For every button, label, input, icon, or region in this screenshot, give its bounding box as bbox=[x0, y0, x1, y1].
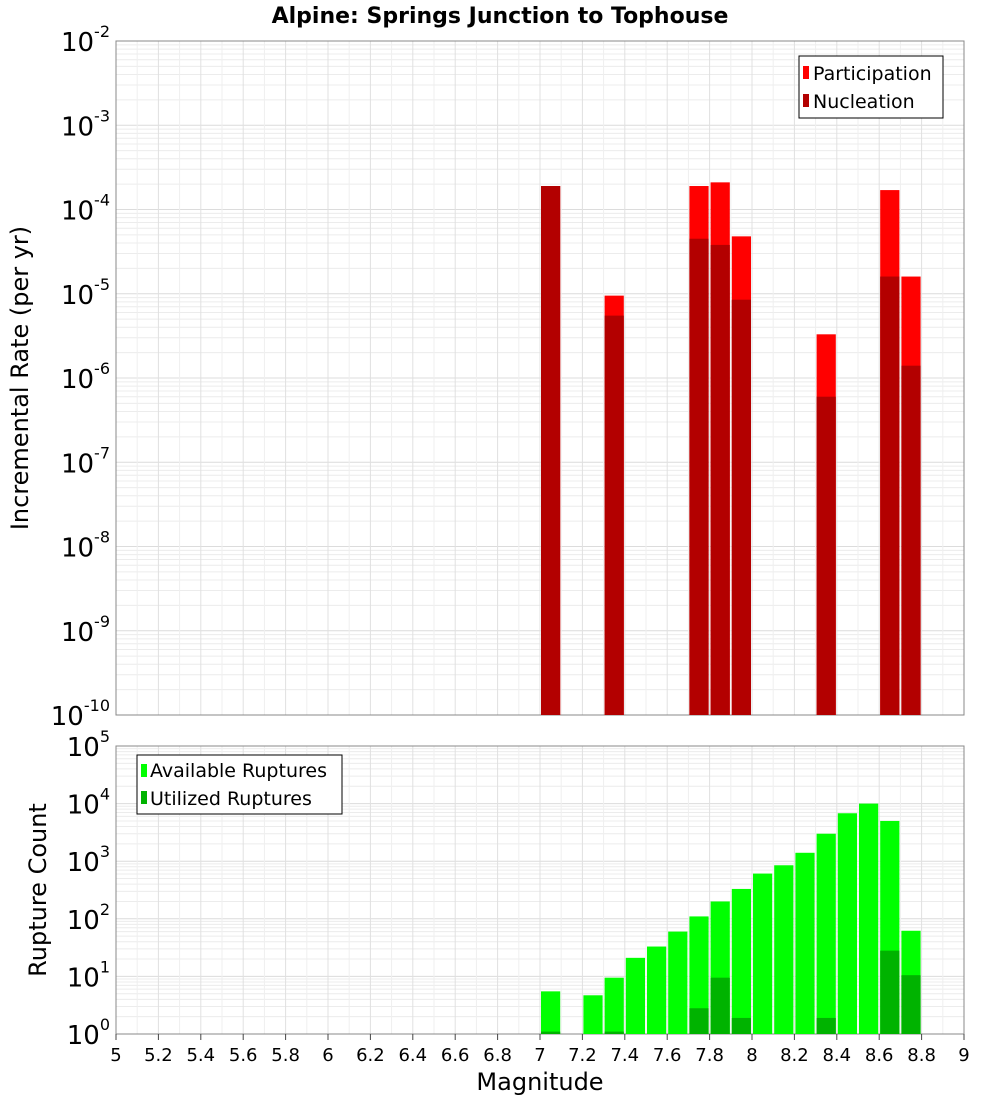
bottom-bar-available-ruptures bbox=[731, 888, 751, 1034]
top-bar-nucleation bbox=[604, 315, 624, 715]
top-bar-nucleation bbox=[901, 365, 921, 715]
top-bar-nucleation bbox=[710, 244, 730, 715]
bottom-ytick-label: 102 bbox=[67, 900, 110, 936]
bottom-legend: Available Ruptures Utilized Ruptures bbox=[136, 754, 343, 815]
bottom-bar-utilized-ruptures bbox=[689, 1008, 709, 1034]
x-tick-label: 8.6 bbox=[865, 1045, 894, 1066]
x-tick-label: 6.6 bbox=[441, 1045, 470, 1066]
top-bar-nucleation bbox=[689, 238, 709, 715]
top-y-ticks: 10-10 10-9 10-8 10-7 10-6 10-5 10-4 10-3 10-2 bbox=[51, 22, 110, 732]
bottom-bar-utilized-ruptures bbox=[541, 1031, 561, 1034]
top-ytick-label: 10-10 bbox=[51, 696, 110, 732]
bottom-bar-utilized-ruptures bbox=[604, 1031, 624, 1034]
bottom-panel-bars bbox=[541, 803, 921, 1034]
bottom-ytick-label: 103 bbox=[67, 842, 110, 878]
bottom-bar-available-ruptures bbox=[816, 833, 836, 1034]
x-tick-label: 5 bbox=[110, 1045, 121, 1066]
bottom-bar-utilized-ruptures bbox=[710, 977, 730, 1034]
legend-swatch-utilized bbox=[141, 791, 147, 804]
bottom-bar-available-ruptures bbox=[668, 931, 688, 1034]
chart-title: Alpine: Springs Junction to Tophouse bbox=[272, 4, 729, 29]
legend-label-available: Available Ruptures bbox=[150, 760, 327, 782]
bottom-y-ticks: 100 101 102 103 104 105 bbox=[67, 727, 110, 1051]
top-legend: Participation Nucleation bbox=[798, 55, 944, 119]
x-tick-label: 9 bbox=[958, 1045, 969, 1066]
x-tick-label: 5.8 bbox=[271, 1045, 300, 1066]
bottom-bar-available-ruptures bbox=[625, 957, 645, 1034]
top-bar-nucleation bbox=[880, 276, 900, 715]
top-ytick-label: 10-4 bbox=[61, 191, 110, 227]
bottom-bar-available-ruptures bbox=[541, 991, 561, 1034]
top-plot-area bbox=[115, 40, 965, 716]
legend-label-nucleation: Nucleation bbox=[813, 91, 915, 113]
bottom-ytick-label: 104 bbox=[67, 785, 110, 821]
legend-swatch-nucleation bbox=[803, 94, 809, 107]
x-tick-label: 6.8 bbox=[483, 1045, 512, 1066]
top-ytick-label: 10-9 bbox=[61, 612, 110, 648]
x-tick-label: 7.4 bbox=[610, 1045, 639, 1066]
legend-swatch-participation bbox=[803, 66, 809, 79]
bottom-ytick-label: 100 bbox=[67, 1015, 110, 1051]
x-axis-label: Magnitude bbox=[476, 1068, 603, 1096]
bottom-y-axis-label: Rupture Count bbox=[24, 803, 52, 977]
x-ticks: 5 5.2 5.4 5.6 5.8 6 6.2 6.4 6.6 6.8 7 7.2 7.4 7.6 7.8 8… bbox=[110, 1034, 970, 1066]
top-ytick-label: 10-2 bbox=[61, 22, 110, 58]
x-tick-label: 7.2 bbox=[568, 1045, 597, 1066]
x-tick-label: 5.2 bbox=[144, 1045, 173, 1066]
bottom-ytick-label: 101 bbox=[67, 957, 110, 993]
x-tick-label: 7 bbox=[534, 1045, 545, 1066]
x-tick-label: 8.8 bbox=[907, 1045, 936, 1066]
top-bar-nucleation bbox=[541, 186, 561, 715]
x-tick-label: 5.6 bbox=[229, 1045, 258, 1066]
x-tick-label: 6.4 bbox=[398, 1045, 427, 1066]
top-bar-nucleation bbox=[816, 396, 836, 715]
top-bar-nucleation bbox=[731, 299, 751, 715]
x-tick-label: 8.2 bbox=[780, 1045, 809, 1066]
legend-label-participation: Participation bbox=[813, 63, 932, 85]
top-ytick-label: 10-6 bbox=[61, 359, 110, 395]
legend-swatch-available bbox=[141, 764, 147, 777]
bottom-bar-utilized-ruptures bbox=[880, 950, 900, 1034]
x-tick-label: 6 bbox=[322, 1045, 333, 1066]
x-tick-label: 8.4 bbox=[822, 1045, 851, 1066]
top-ytick-label: 10-8 bbox=[61, 528, 110, 564]
bottom-bar-available-ruptures bbox=[774, 865, 794, 1034]
bottom-bar-available-ruptures bbox=[795, 852, 815, 1034]
top-ytick-label: 10-7 bbox=[61, 443, 110, 479]
x-tick-label: 5.4 bbox=[186, 1045, 215, 1066]
x-tick-label: 7.6 bbox=[653, 1045, 682, 1066]
x-tick-label: 7.8 bbox=[695, 1045, 724, 1066]
bottom-bar-utilized-ruptures bbox=[731, 1017, 751, 1034]
bottom-bar-available-ruptures bbox=[859, 803, 879, 1034]
bottom-bar-utilized-ruptures bbox=[901, 975, 921, 1034]
top-ytick-label: 10-5 bbox=[61, 275, 110, 311]
legend-label-utilized: Utilized Ruptures bbox=[150, 788, 312, 810]
top-y-axis-label: Incremental Rate (per yr) bbox=[6, 226, 34, 530]
bottom-bar-available-ruptures bbox=[647, 946, 667, 1034]
bottom-ytick-label: 105 bbox=[67, 727, 110, 763]
bottom-bar-available-ruptures bbox=[604, 977, 624, 1034]
bottom-bar-utilized-ruptures bbox=[816, 1017, 836, 1034]
x-tick-label: 6.2 bbox=[356, 1045, 385, 1066]
bottom-bar-available-ruptures bbox=[753, 873, 773, 1034]
top-ytick-label: 10-3 bbox=[61, 106, 110, 142]
top-panel-bars bbox=[541, 182, 921, 716]
bottom-bar-available-ruptures bbox=[689, 916, 709, 1034]
bottom-bar-available-ruptures bbox=[837, 813, 857, 1034]
x-tick-label: 8 bbox=[746, 1045, 757, 1066]
bottom-bar-available-ruptures bbox=[583, 995, 603, 1034]
top-panel-grid bbox=[115, 41, 965, 716]
